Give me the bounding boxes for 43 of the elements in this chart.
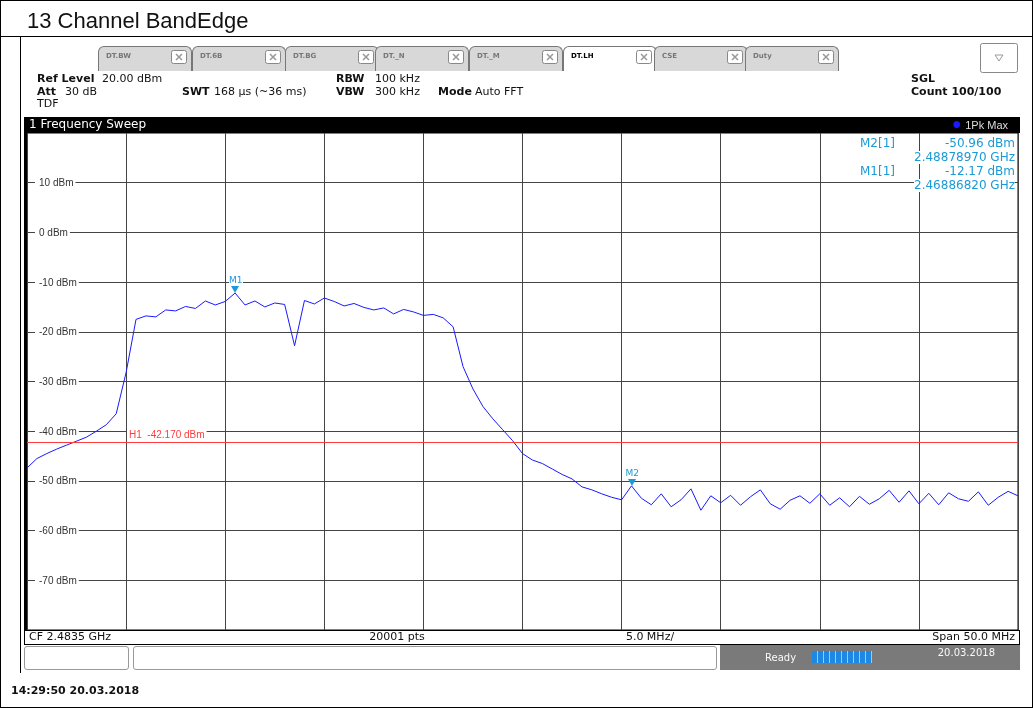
y-tick-label: -60 dBm: [39, 525, 77, 537]
annotation: Span 50.0 MHz: [932, 630, 1015, 643]
annotation: M1[1]: [860, 164, 895, 178]
annotation: M1: [229, 274, 243, 285]
text: Auto FFT: [475, 85, 524, 98]
annotation: CF 2.4835 GHz: [29, 630, 112, 643]
y-tick-label: -70 dBm: [39, 574, 77, 586]
y-tick-label: -20 dBm: [39, 326, 77, 338]
text: Mode: [438, 85, 472, 98]
text: 168 µs (~36 ms): [214, 85, 307, 98]
annotation: M2: [625, 467, 639, 478]
text: VBW: [336, 85, 365, 98]
ref-line-label: H1 -42.170 dBm: [129, 429, 205, 441]
annotation: M2[1]: [860, 136, 895, 150]
legend-label: 1Pk Max: [965, 118, 1009, 131]
annotation: 2.48878970 GHz: [914, 150, 1015, 164]
text: Ref Level: [37, 72, 95, 85]
text: 20.03.2018: [937, 646, 995, 659]
text: Ready: [765, 651, 797, 664]
text: 14:29:50 20.03.2018: [11, 684, 140, 697]
y-tick-label: -50 dBm: [39, 475, 77, 487]
text: RBW: [336, 72, 365, 85]
text: TDF: [37, 97, 59, 110]
text: 100 kHz: [375, 72, 420, 85]
annotation: -12.17 dBm: [944, 164, 1015, 178]
y-tick-label: -40 dBm: [39, 425, 77, 437]
text: Count 100/100: [911, 85, 1002, 98]
y-tick-label: -30 dBm: [39, 376, 77, 387]
text: SGL: [911, 72, 935, 85]
text: 30 dB: [64, 85, 97, 98]
text: 1 Frequency Sweep: [29, 117, 147, 131]
annotation: 2.46886820 GHz: [914, 178, 1015, 192]
text: 20.00 dBm: [102, 72, 163, 85]
y-tick-label: -10 dBm: [39, 276, 77, 288]
text: SWT: [182, 85, 210, 98]
y-tick-label: 0 dBm: [39, 226, 68, 238]
annotation: 5.0 MHz/: [625, 630, 675, 643]
chart-title: 13 Channel BandEdge: [27, 8, 249, 34]
text: 300 kHz: [375, 85, 420, 98]
annotation: 20001 pts: [369, 630, 425, 643]
annotation: -50.96 dBm: [944, 136, 1015, 150]
y-tick-label: 10 dBm: [39, 177, 74, 189]
text: Att: [37, 85, 57, 98]
